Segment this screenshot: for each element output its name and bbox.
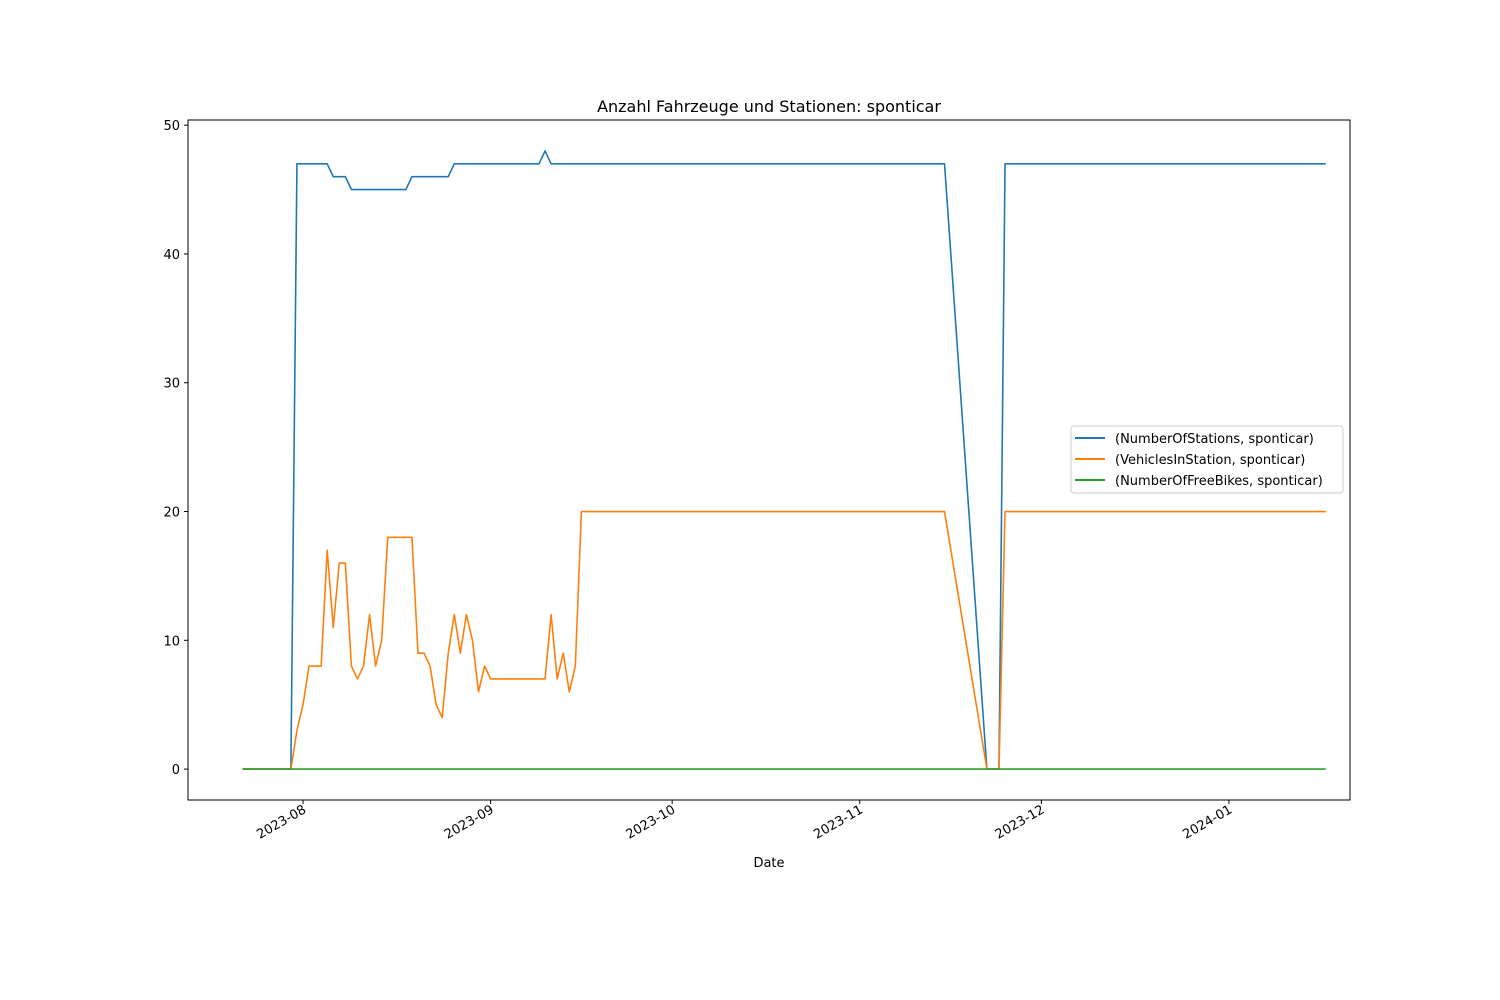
legend-label-0: (NumberOfStations, sponticar) — [1115, 432, 1314, 447]
y-tick-label: 10 — [163, 634, 180, 649]
legend: (NumberOfStations, sponticar) (VehiclesIn… — [1070, 425, 1344, 494]
x-axis-label: Date — [753, 856, 784, 871]
plot-area-frame — [187, 119, 1351, 801]
legend-label-1: (VehiclesInStation, sponticar) — [1115, 453, 1305, 468]
series-line-0 — [242, 150, 1326, 770]
y-tick-label: 50 — [163, 119, 180, 134]
legend-label-2: (NumberOfFreeBikes, sponticar) — [1115, 474, 1323, 489]
chart-title: Anzahl Fahrzeuge und Stationen: spontica… — [597, 97, 941, 116]
y-axis: 0 10 20 30 40 50 — [163, 119, 188, 778]
y-tick-label: 30 — [163, 377, 180, 392]
series-line-1 — [242, 510, 1326, 770]
legend-box — [1070, 425, 1344, 494]
y-tick-label: 40 — [163, 248, 180, 263]
series-layer — [242, 150, 1326, 770]
y-tick-label: 20 — [163, 506, 180, 521]
y-tick-label: 0 — [172, 763, 180, 778]
